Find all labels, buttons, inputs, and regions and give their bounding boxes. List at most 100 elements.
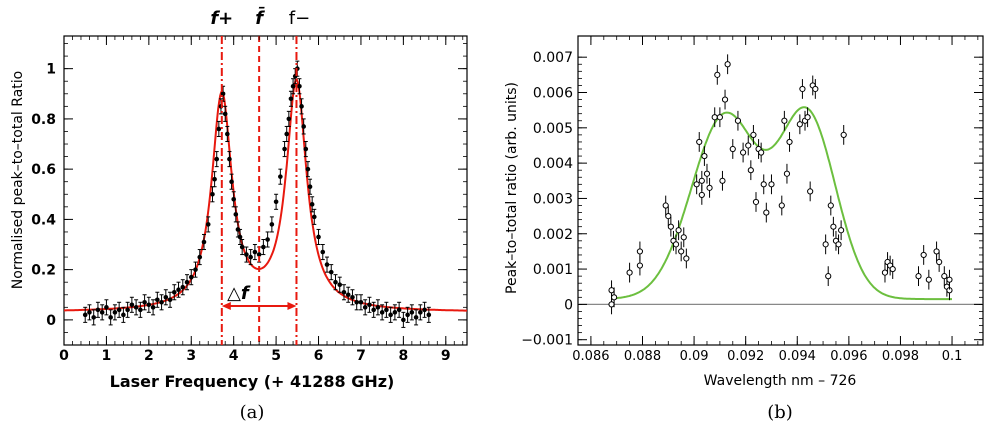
a-data-point [409, 310, 415, 315]
a-data-points [82, 60, 432, 328]
a-data-point [426, 312, 432, 318]
b-data-point [915, 273, 922, 280]
a-data-point [301, 124, 306, 129]
a-data-point [413, 315, 419, 320]
b-data-point [678, 248, 685, 255]
b-data-points [608, 54, 953, 315]
b-x-tick-label: 0.1 [942, 349, 963, 364]
b-data-point [760, 181, 767, 188]
b-plot-frame [577, 35, 984, 346]
b-x-tick-label: 0.092 [727, 349, 764, 364]
a-data-point [225, 131, 230, 137]
b-data-point [946, 276, 953, 283]
b-data-point [698, 191, 705, 199]
a-data-point [305, 166, 311, 172]
a-data-point [167, 297, 173, 303]
a-data-point [362, 305, 368, 310]
a-data-point [176, 287, 181, 293]
a-data-point [239, 244, 245, 250]
b-data-point [838, 227, 845, 234]
a-data-point [286, 116, 292, 122]
a-data-point [188, 274, 194, 280]
b-data-point [830, 223, 837, 230]
a-data-point [265, 237, 270, 242]
b-y-tick-label: −0.001 [521, 333, 573, 349]
b-data-point [835, 241, 842, 248]
a-data-point [180, 284, 186, 290]
a-x-tick-label: 9 [441, 348, 451, 364]
a-data-point [379, 310, 385, 315]
a-data-point [237, 234, 243, 240]
b-ticks: 0.086 0.088 0.09 0.092 0.094 0.096 0.098 0.1 −0.… [521, 36, 983, 364]
a-data-point [197, 254, 203, 260]
a-data-point [142, 299, 147, 305]
b-data-point [608, 301, 615, 308]
a-y-axis-label: Normalised peak–to–total Ratio [10, 71, 26, 289]
b-data-point [796, 121, 803, 128]
b-data-point [626, 269, 633, 276]
b-data-point [734, 117, 742, 124]
b-x-tick-label: 0.098 [882, 349, 919, 364]
b-data-point [786, 138, 793, 146]
b-y-tick-label: 0.004 [533, 156, 573, 172]
a-y-tick-label: 0 [46, 313, 56, 329]
b-data-point [822, 241, 829, 248]
b-data-point [920, 251, 927, 259]
b-data-point [804, 114, 811, 121]
panel-a: 0 1 2 3 4 5 6 7 8 9 0 0.2 0.4 0.6 0.8 1 Laser Frequency… [10, 7, 468, 423]
a-data-point [95, 307, 101, 313]
b-data-point [925, 276, 932, 283]
b-y-tick-label: 0.007 [533, 50, 573, 66]
a-data-point [328, 269, 334, 275]
a-data-point [91, 315, 96, 320]
a-data-point [282, 146, 287, 152]
a-data-point [345, 292, 351, 298]
b-data-point [799, 85, 806, 93]
a-data-point [303, 146, 309, 152]
a-ticks: 0 1 2 3 4 5 6 7 8 9 0 0.2 0.4 0.6 0.8 1 [31, 36, 467, 364]
b-fit-curve-group [611, 106, 952, 301]
b-data-point [716, 114, 723, 121]
b-data-point [667, 223, 674, 230]
a-data-point [244, 252, 249, 257]
a-marker-lines [220, 36, 298, 345]
a-data-point [248, 254, 253, 260]
a-data-point [116, 307, 122, 313]
b-data-point [812, 85, 819, 93]
a-data-point [401, 317, 406, 323]
b-data-point [758, 149, 765, 156]
a-data-point [384, 307, 389, 313]
b-data-point [698, 177, 705, 184]
b-data-point [750, 131, 757, 138]
b-y-tick-label: 0.005 [533, 121, 573, 137]
b-x-tick-label: 0.09 [680, 349, 709, 364]
a-data-point [133, 305, 139, 310]
a-data-point [235, 227, 241, 232]
a-delta-f-label: △f [227, 283, 251, 304]
a-x-tick-label: 4 [229, 348, 239, 364]
a-data-point [233, 212, 239, 217]
a-data-point [159, 299, 164, 305]
b-x-axis-label: Wavelength nm – 726 [704, 373, 857, 389]
a-data-point [396, 307, 402, 313]
a-data-point [220, 91, 226, 97]
a-x-tick-label: 5 [271, 348, 281, 364]
b-data-point [768, 181, 775, 188]
a-data-point [155, 297, 160, 303]
a-data-point [324, 262, 330, 267]
b-x-tick-label: 0.086 [572, 349, 609, 364]
a-data-point [320, 249, 326, 255]
a-data-point [367, 302, 372, 308]
b-data-point [933, 248, 940, 255]
b-data-point [941, 273, 948, 280]
a-data-point [231, 196, 236, 202]
a-data-point [146, 302, 152, 308]
a-data-point [350, 294, 355, 300]
a-y-tick-label: 0.6 [31, 162, 56, 178]
a-data-point [290, 83, 296, 89]
b-data-point [781, 117, 788, 124]
b-data-point [680, 234, 687, 241]
a-y-tick-label: 0.8 [31, 112, 56, 128]
a-data-point [150, 305, 156, 310]
